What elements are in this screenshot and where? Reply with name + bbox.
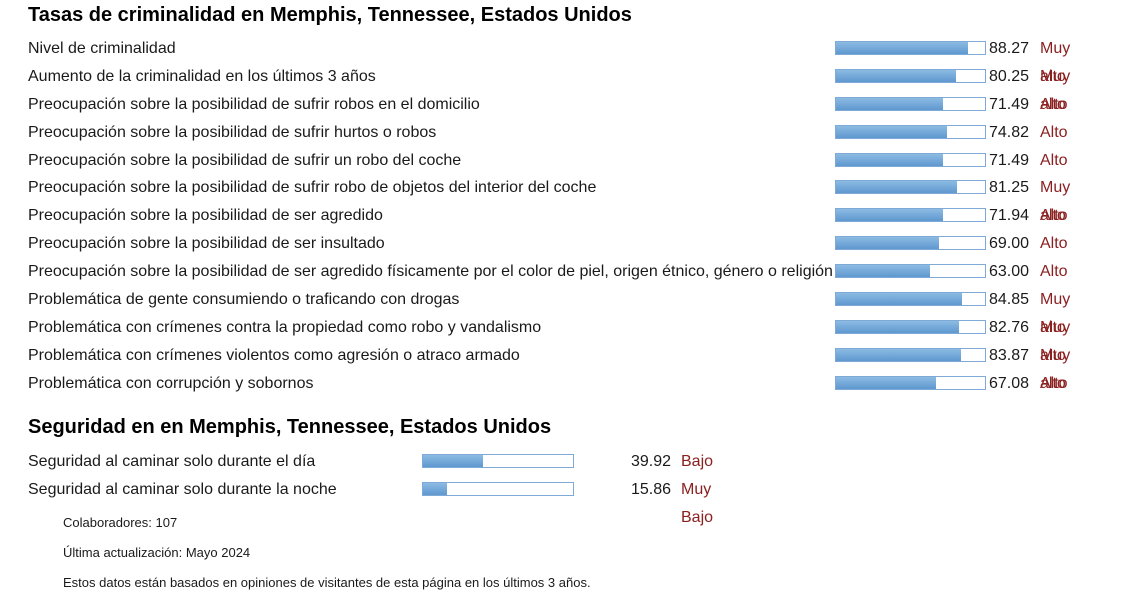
safety-section-title: Seguridad en en Memphis, Tennessee, Esta… [28,416,552,438]
crime-score-value: 71.49 [989,151,1030,169]
crime-score-bar [835,96,986,111]
crime-row-label: Preocupación sobre la posibilidad de suf… [28,123,437,141]
crime-score-bar [835,180,986,195]
crime-level-label: Alto [1040,263,1068,281]
crime-score-bar [835,347,986,362]
crime-level-label: Alto [1040,235,1068,253]
crime-score-bar-fill [836,125,948,138]
crime-score-bar [835,124,986,139]
crime-row-label: Preocupación sobre la posibilidad de suf… [28,179,597,197]
crime-score-bar [835,375,986,390]
crime-score-bar-fill [836,293,963,306]
crime-level-label: Muy alto [1040,40,1071,85]
crime-score-bar-fill [836,320,960,333]
crime-score-bar-fill [836,153,943,166]
crime-row-label: Problemática con crímenes violentos como… [28,346,520,364]
crime-score-bar-fill [836,69,956,82]
crime-score-value: 69.00 [989,235,1030,253]
crime-row-label: Aumento de la criminalidad en los último… [28,67,376,85]
safety-score-value: 39.92 [631,453,672,470]
crime-row-label: Problemática con crímenes contra la prop… [28,318,542,336]
crime-row-label: Preocupación sobre la posibilidad de ser… [28,235,385,253]
safety-score-bar [422,481,574,496]
crime-level-label: Alto [1040,95,1068,113]
crime-row-label: Preocupación sobre la posibilidad de suf… [28,151,462,169]
crime-score-bar-fill [836,42,968,54]
crime-score-bar-fill [836,376,936,389]
crime-score-value: 88.27 [989,40,1030,57]
crime-score-value: 67.08 [989,374,1030,392]
crime-score-bar [835,236,986,251]
crime-level-label: Muy alto [1040,67,1071,113]
last-updated: Última actualización: Mayo 2024 [63,545,251,560]
crime-score-value: 71.94 [989,207,1030,225]
crime-score-bar [835,319,986,334]
crime-level-label: Alto [1040,123,1068,141]
crime-section-title: Tasas de criminalidad en Memphis, Tennes… [28,4,632,26]
safety-score-value: 15.86 [631,480,672,498]
data-source-note: Estos datos están basados en opiniones d… [63,575,591,590]
crime-score-bar [835,292,986,307]
crime-score-value: 82.76 [989,318,1030,336]
safety-score-bar [422,454,574,468]
crime-score-value: 83.87 [989,346,1030,364]
crime-row-label: Problemática de gente consumiendo o traf… [28,291,460,309]
crime-level-label: Muy alto [1040,291,1071,336]
crime-level-label: Muy alto [1040,318,1071,364]
crime-score-bar-fill [836,181,958,194]
safety-score-bar-fill [423,455,483,467]
crime-score-value: 71.49 [989,95,1030,113]
crime-score-bar-fill [836,97,943,110]
crime-score-bar-fill [836,265,930,278]
crime-level-label: Alto [1040,374,1068,392]
crime-score-bar [835,68,986,83]
crime-row-label: Preocupación sobre la posibilidad de ser… [28,207,383,225]
crime-score-bar-fill [836,237,939,250]
crime-row-label: Nivel de criminalidad [28,40,176,57]
crime-score-bar [835,208,986,223]
safety-row-label: Seguridad al caminar solo durante el día [28,453,316,470]
crime-score-bar [835,41,986,55]
crime-level-label: Muy alto [1040,179,1071,225]
crime-score-value: 81.25 [989,179,1030,197]
safety-score-bar-fill [423,482,447,495]
crime-score-bar [835,264,986,279]
safety-row-label: Seguridad al caminar solo durante la noc… [28,480,337,498]
crime-score-bar-fill [836,348,961,361]
crime-score-value: 80.25 [989,67,1030,85]
contributors-count: Colaboradores: 107 [63,515,178,530]
crime-score-value: 74.82 [989,123,1030,141]
crime-score-value: 84.85 [989,291,1030,309]
crime-level-label: Alto [1040,207,1068,225]
safety-level-label: Muy Bajo [681,480,714,526]
safety-level-label: Bajo [681,453,714,470]
crime-score-value: 63.00 [989,263,1030,281]
crime-level-label: Muy alto [1040,346,1071,392]
crime-score-bar [835,152,986,167]
crime-level-label: Alto [1040,151,1068,169]
crime-row-label: Problemática con corrupción y sobornos [28,374,314,392]
crime-row-label: Preocupación sobre la posibilidad de suf… [28,95,480,113]
crime-row-label: Preocupación sobre la posibilidad de ser… [28,263,833,281]
crime-score-bar-fill [836,209,944,222]
